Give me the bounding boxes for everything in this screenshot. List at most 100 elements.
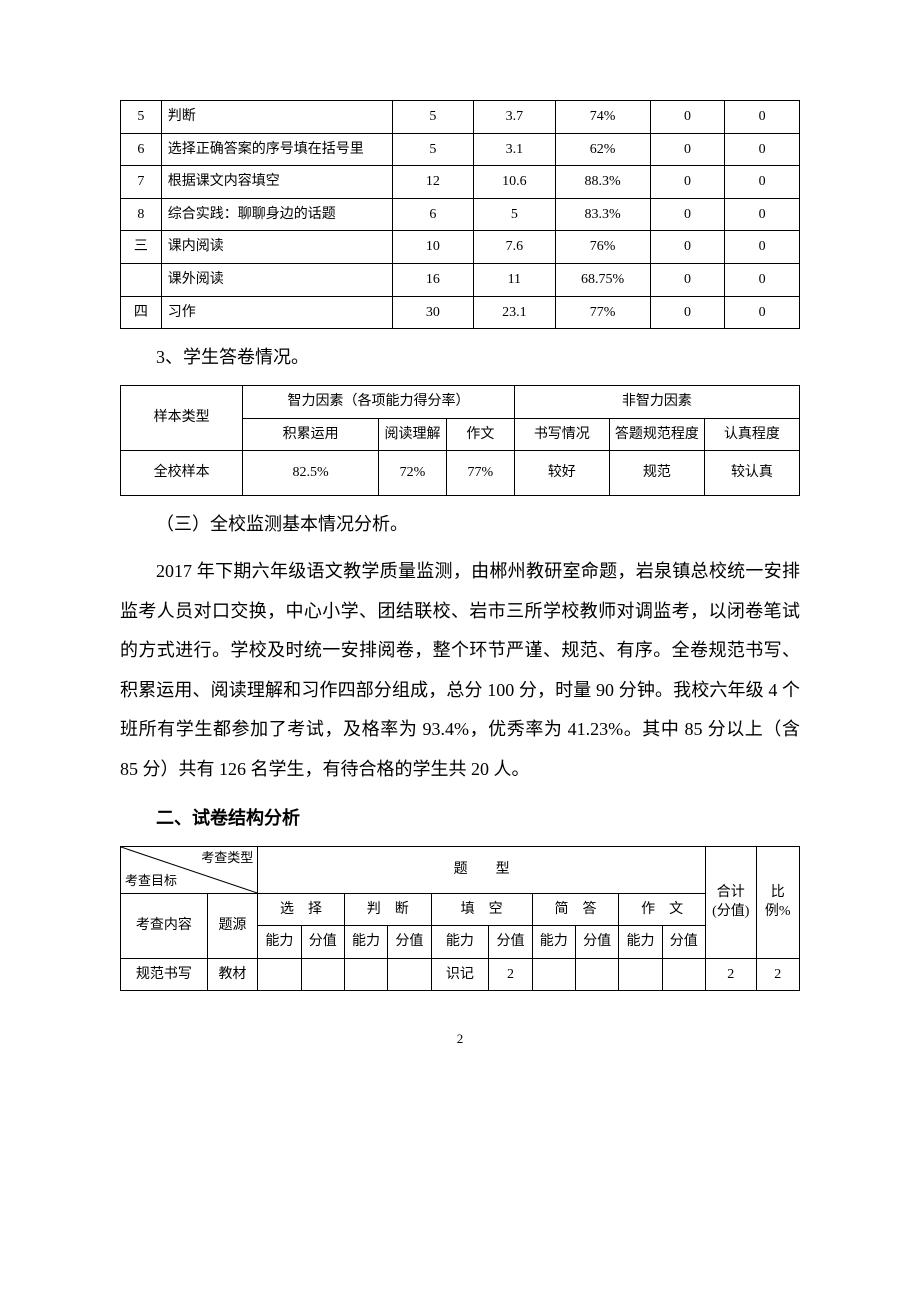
titype-header: 题 型 bbox=[258, 846, 706, 893]
table-row: 6选择正确答案的序号填在括号里53.162%00 bbox=[121, 133, 800, 166]
table-cell: 72% bbox=[379, 451, 447, 496]
table-cell: 0 bbox=[650, 198, 725, 231]
table-cell: 8 bbox=[121, 198, 162, 231]
table-cell: 10 bbox=[392, 231, 473, 264]
score-detail-table: 5判断53.774%006选择正确答案的序号填在括号里53.162%007根据课… bbox=[120, 100, 800, 329]
table-cell: 7.6 bbox=[474, 231, 555, 264]
table-cell: 68.75% bbox=[555, 263, 650, 296]
table-cell: 11 bbox=[474, 263, 555, 296]
table-cell: 3.1 bbox=[474, 133, 555, 166]
table-cell: 课内阅读 bbox=[161, 231, 392, 264]
group-jianda: 简 答 bbox=[532, 893, 619, 926]
table-cell: 能力 bbox=[258, 926, 301, 959]
table-cell: 2 bbox=[756, 958, 800, 991]
table-cell bbox=[301, 958, 344, 991]
diagonal-header-cell: 考查类型 考查目标 bbox=[121, 846, 258, 893]
table-cell: 分值 bbox=[662, 926, 705, 959]
table-cell: 82.5% bbox=[243, 451, 379, 496]
table-cell: 认真程度 bbox=[704, 418, 799, 451]
table-cell: 积累运用 bbox=[243, 418, 379, 451]
document-page: 5判断53.774%006选择正确答案的序号填在括号里53.162%007根据课… bbox=[0, 0, 920, 1107]
table-cell: 能力 bbox=[431, 926, 489, 959]
group-tiankong: 填 空 bbox=[431, 893, 532, 926]
table-cell: 0 bbox=[650, 101, 725, 134]
table-cell: 12 bbox=[392, 166, 473, 199]
diag-top-label: 考查类型 bbox=[201, 849, 253, 867]
table-cell: 0 bbox=[725, 231, 800, 264]
table-cell: 0 bbox=[725, 198, 800, 231]
table-cell: 5 bbox=[121, 101, 162, 134]
table-cell: 6 bbox=[121, 133, 162, 166]
structure-table: 考查类型 考查目标 题 型 合计(分值) 比例% 考查内容 题源 选 择 判 断… bbox=[120, 846, 800, 992]
table-cell bbox=[575, 958, 618, 991]
sample-type-header: 样本类型 bbox=[121, 386, 243, 451]
table-cell bbox=[619, 958, 662, 991]
table-cell: 选择正确答案的序号填在括号里 bbox=[161, 133, 392, 166]
factor-table: 样本类型 智力因素（各项能力得分率） 非智力因素 积累运用阅读理解作文书写情况答… bbox=[120, 385, 800, 496]
table-cell: 0 bbox=[725, 166, 800, 199]
section-analysis-title: （三）全校监测基本情况分析。 bbox=[120, 506, 800, 542]
table-cell: 0 bbox=[725, 101, 800, 134]
iq-factor-header: 智力因素（各项能力得分率） bbox=[243, 386, 515, 419]
table-cell: 3.7 bbox=[474, 101, 555, 134]
table-cell: 分值 bbox=[388, 926, 431, 959]
table-cell: 课外阅读 bbox=[161, 263, 392, 296]
table-cell bbox=[662, 958, 705, 991]
table-cell: 分值 bbox=[575, 926, 618, 959]
table-cell: 5 bbox=[392, 101, 473, 134]
table-cell: 76% bbox=[555, 231, 650, 264]
table-cell: 5 bbox=[474, 198, 555, 231]
table-cell: 能力 bbox=[619, 926, 662, 959]
group-panduan: 判 断 bbox=[344, 893, 431, 926]
table-cell: 7 bbox=[121, 166, 162, 199]
table-row: 5判断53.774%00 bbox=[121, 101, 800, 134]
table-cell: 0 bbox=[650, 231, 725, 264]
table-cell: 四 bbox=[121, 296, 162, 329]
diag-bottom-label: 考查目标 bbox=[125, 872, 177, 890]
tiyuan-header: 题源 bbox=[207, 893, 258, 958]
table-cell: 阅读理解 bbox=[379, 418, 447, 451]
table-cell bbox=[258, 958, 301, 991]
table-cell: 0 bbox=[725, 133, 800, 166]
table-cell: 分值 bbox=[489, 926, 532, 959]
kaocha-header: 考查内容 bbox=[121, 893, 208, 958]
table-cell: 习作 bbox=[161, 296, 392, 329]
table-cell: 0 bbox=[725, 296, 800, 329]
group-zuowen: 作 文 bbox=[619, 893, 706, 926]
table-cell: 88.3% bbox=[555, 166, 650, 199]
table-cell: 16 bbox=[392, 263, 473, 296]
table-cell: 识记 bbox=[431, 958, 489, 991]
bili-header: 比例% bbox=[756, 846, 800, 958]
table-cell: 答题规范程度 bbox=[609, 418, 704, 451]
table-cell: 全校样本 bbox=[121, 451, 243, 496]
heji-header: 合计(分值) bbox=[705, 846, 756, 958]
table-cell: 2 bbox=[705, 958, 756, 991]
table-row: 四习作3023.177%00 bbox=[121, 296, 800, 329]
table-cell: 规范 bbox=[609, 451, 704, 496]
table-row: 三课内阅读107.676%00 bbox=[121, 231, 800, 264]
table-cell: 较认真 bbox=[704, 451, 799, 496]
table-cell: 分值 bbox=[301, 926, 344, 959]
table-cell: 能力 bbox=[532, 926, 575, 959]
table-cell: 30 bbox=[392, 296, 473, 329]
table-cell: 三 bbox=[121, 231, 162, 264]
table-row: 7根据课文内容填空1210.688.3%00 bbox=[121, 166, 800, 199]
table-cell: 规范书写 bbox=[121, 958, 208, 991]
table-cell: 0 bbox=[650, 166, 725, 199]
table-cell: 书写情况 bbox=[514, 418, 609, 451]
table-cell: 23.1 bbox=[474, 296, 555, 329]
table-cell: 10.6 bbox=[474, 166, 555, 199]
noniq-factor-header: 非智力因素 bbox=[514, 386, 799, 419]
table-cell: 较好 bbox=[514, 451, 609, 496]
group-xuanze: 选 择 bbox=[258, 893, 345, 926]
table-cell: 教材 bbox=[207, 958, 258, 991]
table-cell: 判断 bbox=[161, 101, 392, 134]
table-cell bbox=[532, 958, 575, 991]
table-cell: 77% bbox=[446, 451, 514, 496]
table-cell: 83.3% bbox=[555, 198, 650, 231]
table-cell bbox=[344, 958, 387, 991]
section-student-answers: 3、学生答卷情况。 bbox=[120, 339, 800, 375]
table-cell: 0 bbox=[650, 296, 725, 329]
table-cell: 0 bbox=[650, 133, 725, 166]
table-cell: 2 bbox=[489, 958, 532, 991]
